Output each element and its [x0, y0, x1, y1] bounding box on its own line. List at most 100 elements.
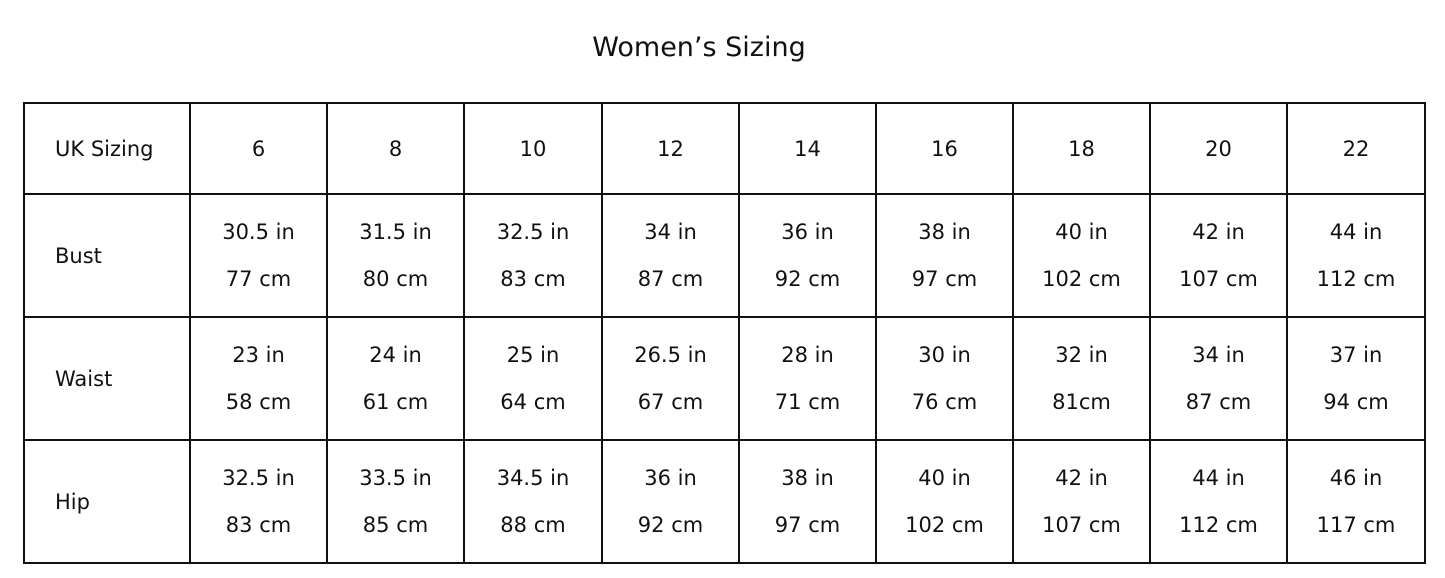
- cm-value: 87 cm: [637, 266, 704, 291]
- inches-value: 34 in: [644, 219, 697, 244]
- cm-value: 102 cm: [905, 512, 984, 537]
- measurement-cell: 33.5 in 85 cm: [326, 439, 465, 564]
- inches-value: 33.5 in: [359, 465, 432, 490]
- inches-value: 38 in: [781, 465, 834, 490]
- inches-value: 32.5 in: [496, 219, 570, 244]
- inches-value: 32 in: [1055, 342, 1108, 367]
- inches-value: 32.5 in: [222, 465, 295, 490]
- cm-value: 88 cm: [500, 512, 566, 537]
- measurement-cell: 34.5 in 88 cm: [463, 439, 603, 564]
- inches-value: 25 in: [506, 342, 560, 367]
- size-header: 18: [1012, 102, 1151, 195]
- measurement-cell: 42 in 107 cm: [1149, 193, 1288, 318]
- row-label: Bust: [23, 193, 191, 318]
- cm-value: 80 cm: [362, 266, 429, 291]
- inches-value: 23 in: [232, 342, 285, 367]
- size-header: 22: [1286, 102, 1426, 195]
- inches-value: 46 in: [1329, 465, 1383, 490]
- cm-value: 64 cm: [500, 389, 566, 414]
- size-header: 8: [326, 102, 465, 195]
- size-header: 10: [463, 102, 603, 195]
- page-title: Women’s Sizing: [592, 32, 806, 63]
- cm-value: 107 cm: [1042, 512, 1121, 537]
- inches-value: 40 in: [1055, 219, 1108, 244]
- inches-value: 26.5 in: [634, 342, 707, 367]
- cm-value: 83 cm: [500, 266, 566, 291]
- measurement-cell: 25 in 64 cm: [463, 316, 603, 441]
- cm-value: 97 cm: [911, 266, 978, 291]
- cm-value: 83 cm: [225, 512, 292, 537]
- measurement-cell: 36 in 92 cm: [738, 193, 877, 318]
- inches-value: 37 in: [1329, 342, 1383, 367]
- inches-value: 31.5 in: [359, 219, 432, 244]
- measurement-cell: 30.5 in 77 cm: [189, 193, 328, 318]
- row-label: Waist: [23, 316, 191, 441]
- measurement-cell: 30 in 76 cm: [875, 316, 1014, 441]
- inches-value: 36 in: [781, 219, 834, 244]
- inches-value: 24 in: [369, 342, 422, 367]
- cm-value: 107 cm: [1179, 266, 1258, 291]
- cm-value: 97 cm: [774, 512, 841, 537]
- sizing-table: UK Sizing 6 8 10 12 14 16 18 20 22 Bust 30.5 in 77 c…: [23, 102, 1426, 564]
- measurement-cell: 40 in 102 cm: [1012, 193, 1151, 318]
- inches-value: 44 in: [1192, 465, 1245, 490]
- inches-value: 42 in: [1055, 465, 1108, 490]
- header-label: UK Sizing: [23, 102, 191, 195]
- cm-value: 102 cm: [1042, 266, 1121, 291]
- size-header: 16: [875, 102, 1014, 195]
- measurement-cell: 32.5 in 83 cm: [189, 439, 328, 564]
- measurement-cell: 44 in 112 cm: [1149, 439, 1288, 564]
- row-label: Hip: [23, 439, 191, 564]
- inches-value: 28 in: [781, 342, 834, 367]
- measurement-cell: 40 in 102 cm: [875, 439, 1014, 564]
- measurement-cell: 32 in 81cm: [1012, 316, 1151, 441]
- inches-value: 42 in: [1192, 219, 1245, 244]
- inches-value: 34 in: [1192, 342, 1245, 367]
- inches-value: 34.5 in: [496, 465, 570, 490]
- cm-value: 76 cm: [911, 389, 978, 414]
- cm-value: 58 cm: [225, 389, 292, 414]
- cm-value: 81cm: [1052, 389, 1111, 414]
- inches-value: 38 in: [918, 219, 971, 244]
- measurement-cell: 42 in 107 cm: [1012, 439, 1151, 564]
- measurement-cell: 34 in 87 cm: [601, 193, 740, 318]
- measurement-cell: 32.5 in 83 cm: [463, 193, 603, 318]
- measurement-cell: 26.5 in 67 cm: [601, 316, 740, 441]
- cm-value: 85 cm: [362, 512, 429, 537]
- inches-value: 40 in: [918, 465, 971, 490]
- measurement-row: Waist 23 in 58 cm 24 in 61 cm 25 in 64 cm 26.5 …: [23, 316, 1426, 441]
- inches-value: 30.5 in: [222, 219, 295, 244]
- inches-value: 30 in: [918, 342, 971, 367]
- measurement-cell: 36 in 92 cm: [601, 439, 740, 564]
- header-row: UK Sizing 6 8 10 12 14 16 18 20 22: [23, 102, 1426, 195]
- cm-value: 61 cm: [362, 389, 429, 414]
- measurement-cell: 24 in 61 cm: [326, 316, 465, 441]
- measurement-cell: 28 in 71 cm: [738, 316, 877, 441]
- cm-value: 87 cm: [1185, 389, 1252, 414]
- cm-value: 71 cm: [774, 389, 841, 414]
- cm-value: 112 cm: [1179, 512, 1258, 537]
- cm-value: 92 cm: [774, 266, 841, 291]
- cm-value: 117 cm: [1316, 512, 1396, 537]
- measurement-row: Bust 30.5 in 77 cm 31.5 in 80 cm 32.5 in 83 cm…: [23, 193, 1426, 318]
- cm-value: 67 cm: [637, 389, 704, 414]
- inches-value: 36 in: [644, 465, 697, 490]
- measurement-cell: 44 in 112 cm: [1286, 193, 1426, 318]
- inches-value: 44 in: [1329, 219, 1383, 244]
- measurement-cell: 34 in 87 cm: [1149, 316, 1288, 441]
- cm-value: 92 cm: [637, 512, 704, 537]
- size-header: 12: [601, 102, 740, 195]
- size-header: 14: [738, 102, 877, 195]
- measurement-cell: 31.5 in 80 cm: [326, 193, 465, 318]
- measurement-row: Hip 32.5 in 83 cm 33.5 in 85 cm 34.5 in 88 cm 3…: [23, 439, 1426, 564]
- cm-value: 94 cm: [1323, 389, 1389, 414]
- size-header: 20: [1149, 102, 1288, 195]
- measurement-cell: 38 in 97 cm: [875, 193, 1014, 318]
- cm-value: 112 cm: [1316, 266, 1396, 291]
- measurement-cell: 38 in 97 cm: [738, 439, 877, 564]
- measurement-cell: 46 in 117 cm: [1286, 439, 1426, 564]
- cm-value: 77 cm: [225, 266, 292, 291]
- measurement-cell: 23 in 58 cm: [189, 316, 328, 441]
- measurement-cell: 37 in 94 cm: [1286, 316, 1426, 441]
- size-header: 6: [189, 102, 328, 195]
